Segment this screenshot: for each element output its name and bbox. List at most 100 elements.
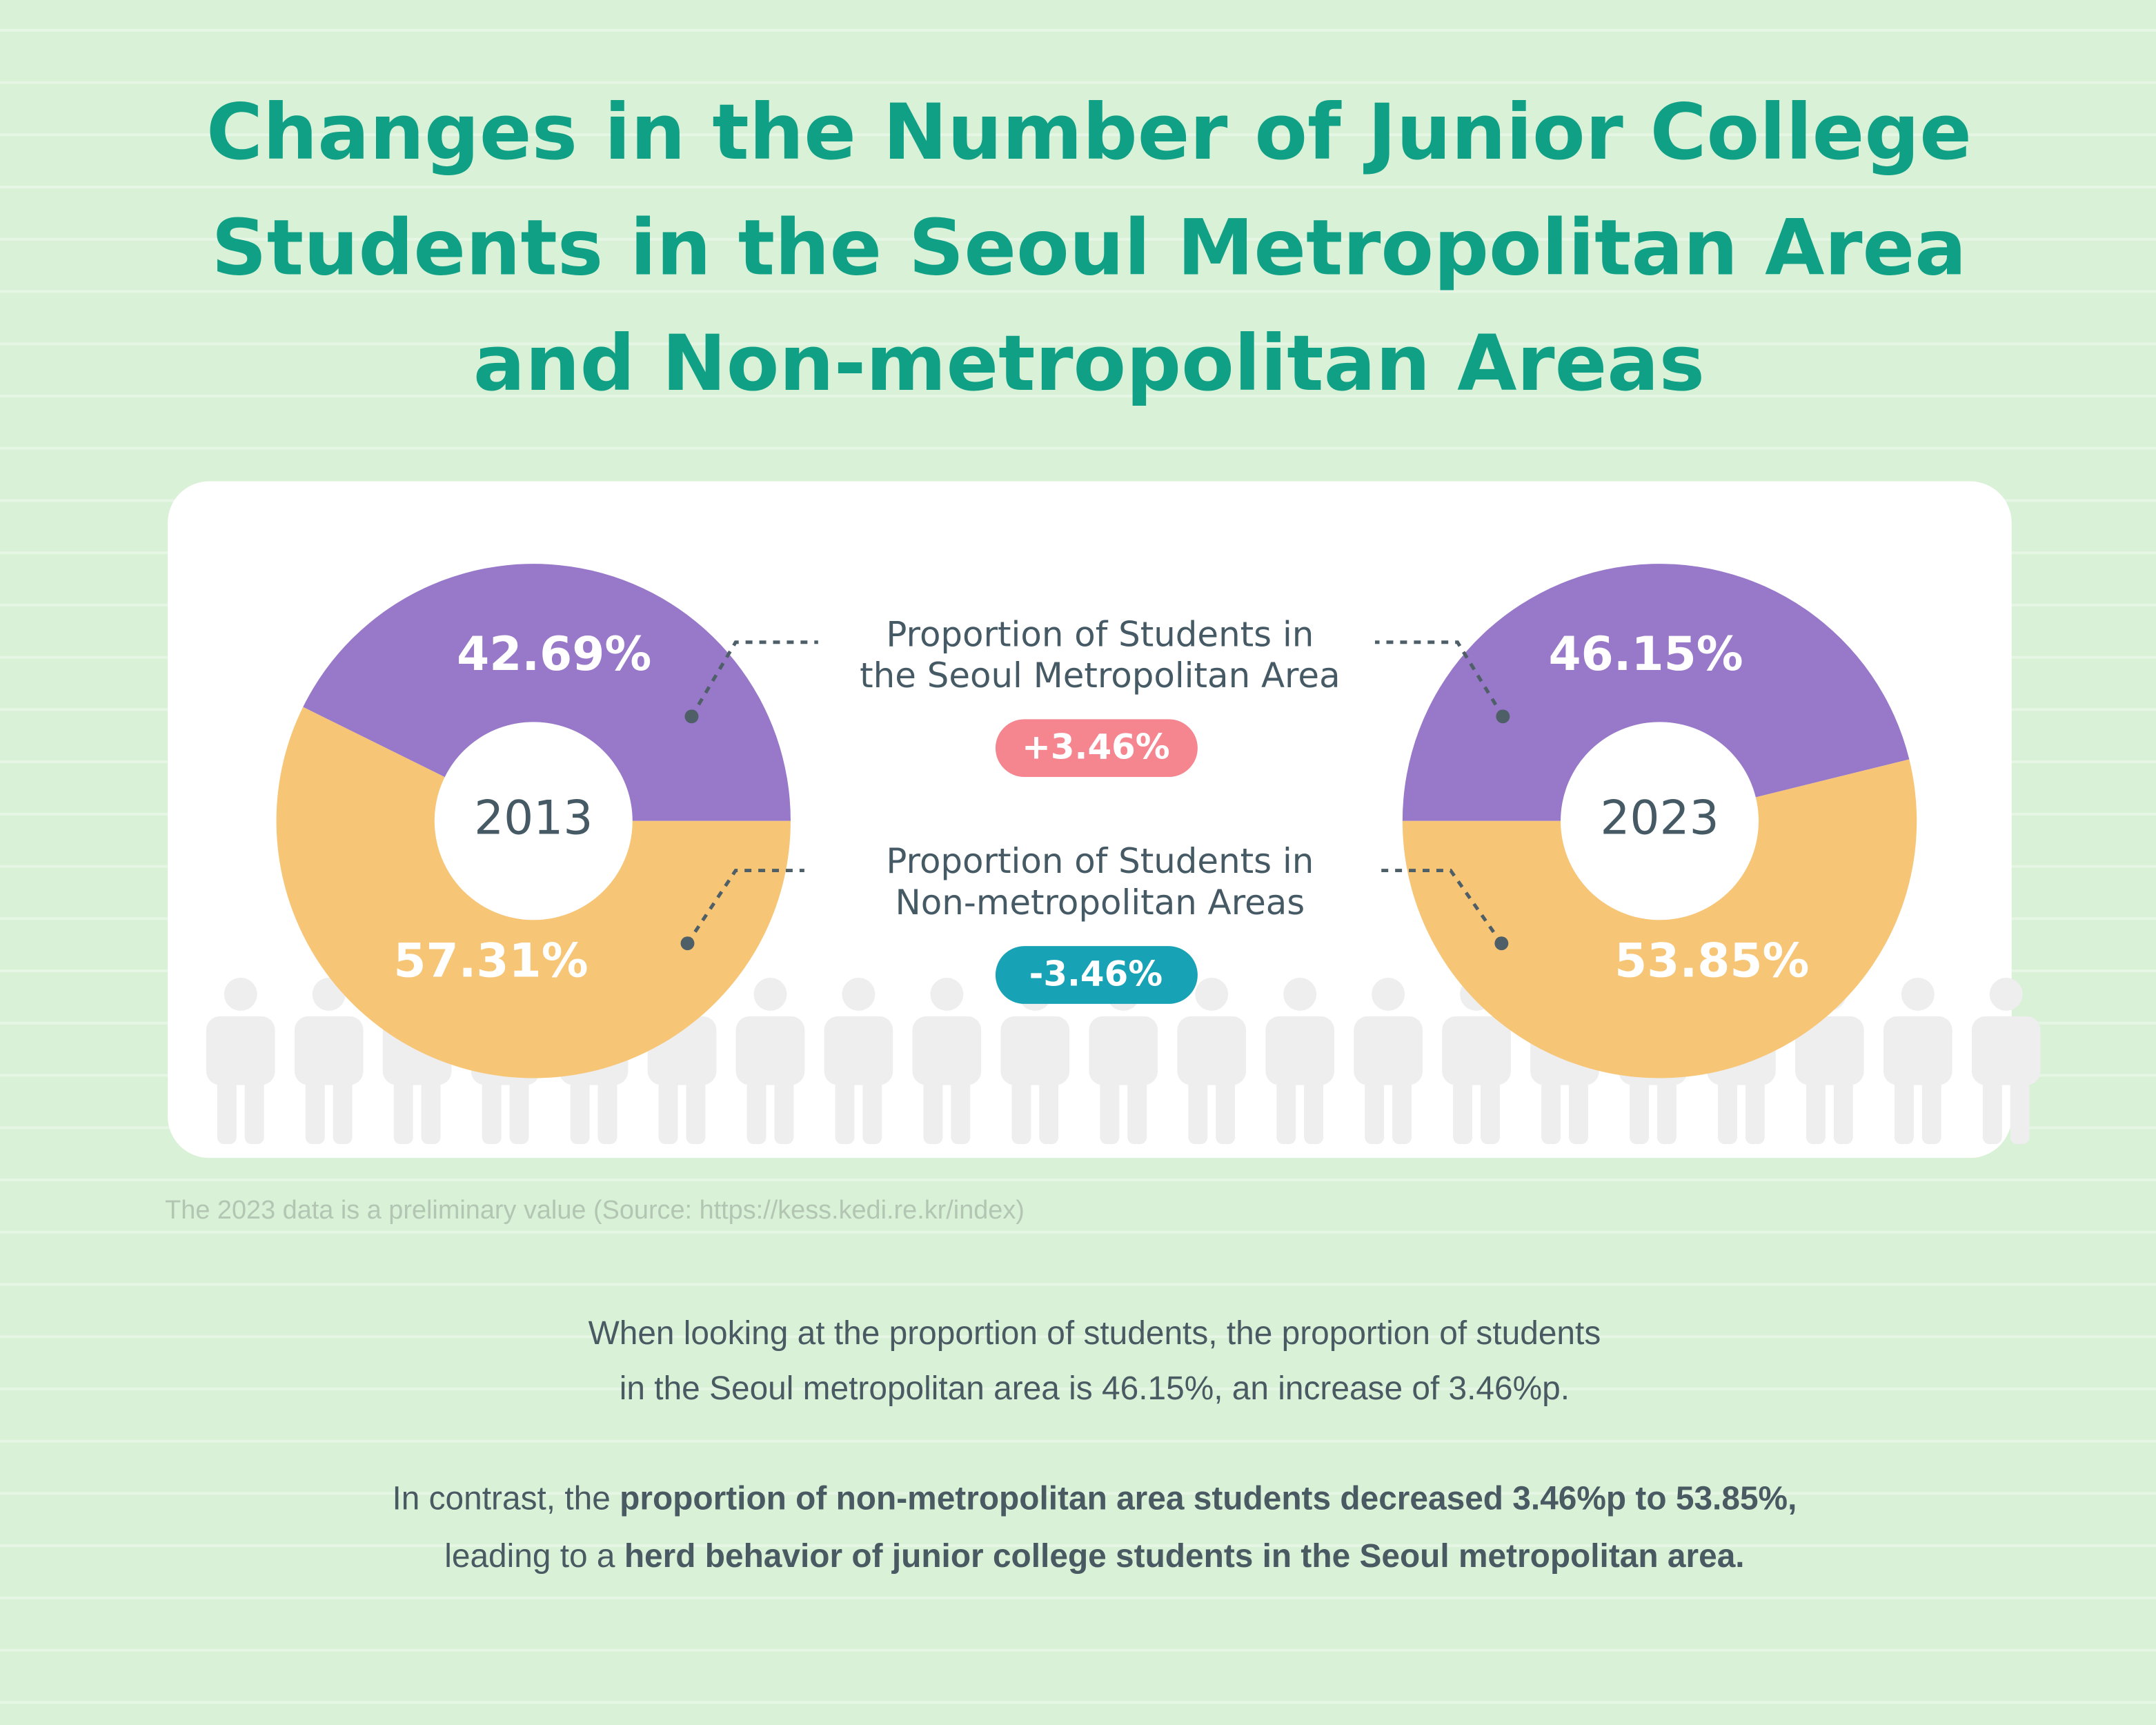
person-body xyxy=(1883,1016,1952,1085)
person-leg xyxy=(570,1072,590,1145)
person xyxy=(1265,978,1334,1145)
person-leg xyxy=(1011,1072,1031,1145)
person-body xyxy=(1177,1016,1247,1085)
person-body xyxy=(1354,1016,1423,1085)
value-label: 57.31% xyxy=(393,934,588,988)
person-leg xyxy=(333,1072,353,1145)
person xyxy=(912,978,982,1145)
person-leg xyxy=(1982,1072,2002,1145)
legend-label: Proportion of Students in xyxy=(886,614,1314,654)
person-leg xyxy=(951,1072,971,1145)
person-body xyxy=(1000,1016,1070,1085)
leader-dot xyxy=(684,709,699,724)
paragraph-line: in the Seoul metropolitan area is 46.15%… xyxy=(620,1370,1570,1407)
text-run: leading to a xyxy=(444,1538,624,1575)
text-run: herd behavior of junior college students… xyxy=(624,1538,1745,1575)
footnote: The 2023 data is a preliminary value (So… xyxy=(165,1196,1025,1225)
person-body xyxy=(735,1016,805,1085)
person-head xyxy=(1372,978,1405,1011)
person xyxy=(1354,978,1423,1145)
person-leg xyxy=(421,1072,441,1145)
leader-line xyxy=(1374,640,1505,718)
change-label: -3.46% xyxy=(1029,954,1163,994)
leader-line xyxy=(686,869,804,945)
person-leg xyxy=(1630,1072,1649,1145)
title-line: Changes in the Number of Junior College xyxy=(206,88,1972,177)
person-body xyxy=(1442,1016,1511,1085)
leader-dot xyxy=(680,936,695,951)
donut-segment xyxy=(276,707,791,1078)
person xyxy=(1442,978,1511,1145)
person-leg xyxy=(1039,1072,1059,1145)
donut-segment xyxy=(303,564,791,821)
person-leg xyxy=(923,1072,943,1145)
leader-dot xyxy=(1496,709,1510,724)
person xyxy=(1883,978,1952,1145)
person-leg xyxy=(1568,1072,1588,1145)
person-leg xyxy=(862,1072,882,1145)
person-leg xyxy=(1188,1072,1208,1145)
person-head xyxy=(1989,978,2023,1011)
legend-label: Proportion of Students in xyxy=(886,841,1314,881)
person-leg xyxy=(597,1072,617,1145)
person-leg xyxy=(1100,1072,1120,1145)
person-body xyxy=(1265,1016,1334,1085)
person xyxy=(1795,978,1864,1145)
change-badge xyxy=(995,719,1198,778)
person-leg xyxy=(1453,1072,1473,1145)
person-leg xyxy=(244,1072,264,1145)
person-leg xyxy=(1276,1072,1296,1145)
person-body xyxy=(824,1016,893,1085)
person-leg xyxy=(1921,1072,1941,1145)
center-label: 2023 xyxy=(1600,790,1719,845)
person-leg xyxy=(1541,1072,1561,1145)
content: Changes in the Number of Junior College S… xyxy=(165,88,1972,1575)
person-leg xyxy=(1656,1072,1677,1145)
person-head xyxy=(753,978,787,1011)
person-leg xyxy=(1127,1072,1147,1145)
person xyxy=(735,978,805,1145)
person-body xyxy=(1089,1016,1158,1085)
donut-segment xyxy=(1402,564,1910,821)
person-leg xyxy=(746,1072,767,1145)
legend-label: the Seoul Metropolitan Area xyxy=(860,656,1340,696)
person xyxy=(824,978,893,1145)
text-run: When looking at the proportion of studen… xyxy=(589,1315,1601,1352)
person-leg xyxy=(1894,1072,1914,1145)
person-leg xyxy=(1481,1072,1500,1145)
value-label: 53.85% xyxy=(1614,934,1809,988)
change-badge xyxy=(995,946,1198,1004)
person-head xyxy=(224,978,257,1011)
title-line: and Non-metropolitan Areas xyxy=(473,319,1705,408)
person-leg xyxy=(1304,1072,1324,1145)
person-leg xyxy=(1216,1072,1236,1145)
person-body xyxy=(206,1016,275,1085)
person-head xyxy=(842,978,876,1011)
paragraph-line: leading to a herd behavior of junior col… xyxy=(444,1538,1744,1575)
person-body xyxy=(1795,1016,1864,1085)
value-label: 42.69% xyxy=(457,627,651,681)
person-head xyxy=(1195,978,1229,1011)
person xyxy=(1971,978,2041,1145)
person xyxy=(1177,978,1247,1145)
person-leg xyxy=(393,1072,413,1145)
person-head xyxy=(930,978,964,1011)
center-label: 2013 xyxy=(474,790,593,845)
person-head xyxy=(1283,978,1317,1011)
person-leg xyxy=(686,1072,706,1145)
leader-line xyxy=(1378,869,1503,945)
person-body xyxy=(912,1016,982,1085)
value-label: 46.15% xyxy=(1549,627,1743,681)
person-leg xyxy=(509,1072,529,1145)
person-leg xyxy=(305,1072,325,1145)
paragraph-line: In contrast, the proportion of non-metro… xyxy=(392,1480,1797,1517)
person-body xyxy=(294,1016,364,1085)
person-leg xyxy=(1392,1072,1412,1145)
person-leg xyxy=(1365,1072,1385,1145)
text-run: in the Seoul metropolitan area is 46.15%… xyxy=(620,1370,1570,1407)
person-head xyxy=(1901,978,1935,1011)
leader-line xyxy=(690,640,818,718)
person-leg xyxy=(1806,1072,1826,1145)
